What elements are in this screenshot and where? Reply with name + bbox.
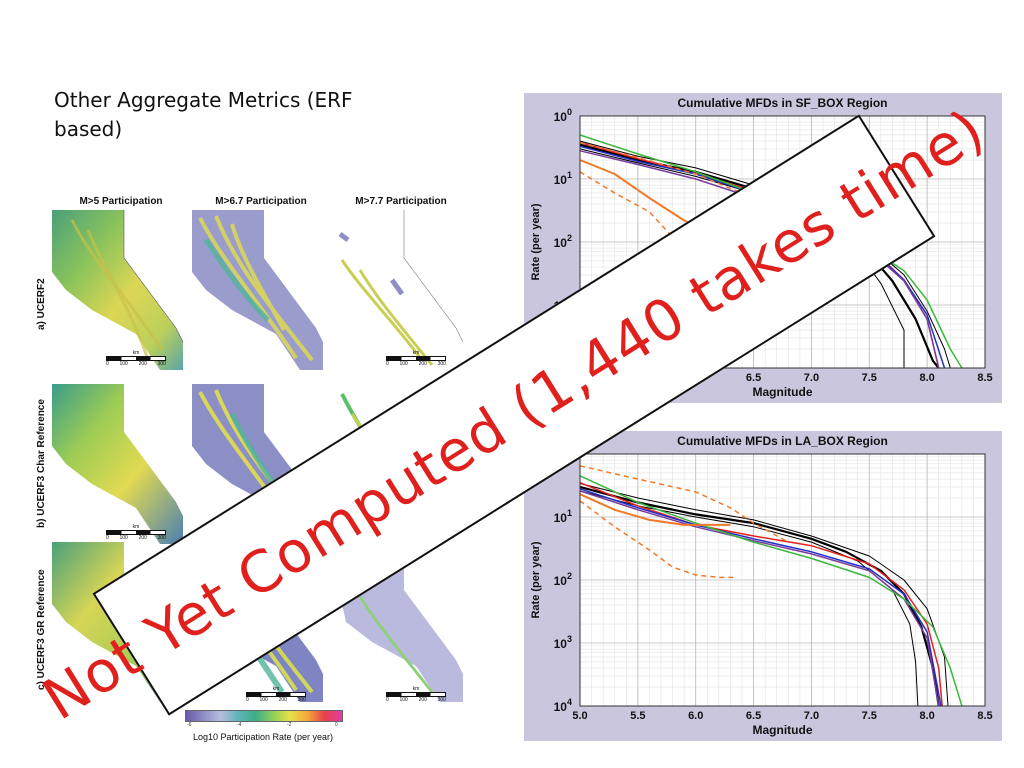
y-tick-label: 101	[554, 170, 572, 187]
x-tick-label: 5.0	[572, 710, 587, 722]
y-tick-label: 102	[554, 571, 572, 588]
series-line	[579, 490, 919, 707]
map-panel	[192, 210, 326, 370]
california-map	[52, 384, 183, 544]
map-row-label: a) UCERF2	[36, 278, 47, 330]
x-tick-label: 8.5	[977, 372, 992, 384]
map-panel	[52, 384, 186, 544]
y-tick-label: 104	[554, 697, 572, 714]
california-map	[192, 210, 323, 370]
series-line	[579, 482, 943, 707]
chart-title: Cumulative MFDs in SF_BOX Region	[677, 96, 887, 110]
x-tick-label: 6.5	[746, 710, 761, 722]
map-panel	[332, 210, 466, 370]
y-axis-label: Rate (per year)	[530, 541, 542, 618]
california-map	[52, 210, 184, 370]
y-tick-label: 103	[554, 634, 572, 651]
map-column-title: M>5 Participation	[79, 196, 163, 207]
plot-frame	[579, 115, 986, 369]
x-tick-label: 7.0	[804, 372, 819, 384]
series-line	[579, 475, 963, 707]
map-scale-bar: km 0 100 200 300	[386, 350, 446, 367]
map-row-label: b) UCERF3 Char Reference	[36, 399, 47, 528]
la-mfd-chart: Cumulative MFDs in LA_BOX Region 5.0 5.5 6.…	[524, 431, 1002, 741]
plot-frame	[579, 453, 986, 707]
map-scale-bar: km 0 100 200 300	[386, 686, 446, 703]
x-tick-label: 8.0	[919, 372, 934, 384]
x-tick-label: 7.5	[862, 372, 877, 384]
map-scale-bar: km 0 100 200 300	[246, 686, 306, 703]
x-axis-label: Magnitude	[753, 385, 813, 399]
map-column-title: M>7.7 Participation	[355, 196, 447, 207]
map-column-title: M>6.7 Participation	[215, 196, 307, 207]
series-line	[579, 465, 789, 543]
x-tick-label: 6.0	[688, 710, 703, 722]
series-line	[579, 490, 940, 707]
series-line	[579, 493, 731, 526]
colorbar-label: Log10 Participation Rate (per year)	[192, 732, 334, 742]
x-tick-label: 7.5	[862, 710, 877, 722]
la-mfd-chart-svg: Cumulative MFDs in LA_BOX Region 5.0 5.5 6.…	[530, 434, 993, 737]
series-line	[579, 485, 940, 707]
x-axis-label: Magnitude	[753, 723, 813, 737]
x-tick-label: 5.5	[630, 710, 645, 722]
series-line	[579, 488, 942, 707]
y-axis-label: Rate (per year)	[530, 203, 542, 280]
y-tick-label: 102	[554, 233, 572, 250]
x-tick-label: 7.0	[804, 710, 819, 722]
slide-title: Other Aggregate Metrics (ERF based)	[54, 88, 353, 141]
y-tick-label: 100	[554, 107, 572, 124]
y-tick-label: 101	[554, 508, 572, 525]
x-tick-label: 8.0	[919, 710, 934, 722]
map-scale-bar: km 0 100 200 300	[106, 524, 166, 541]
map-panel	[52, 210, 186, 370]
map-scale-bar: km 0 100 200 300	[106, 350, 166, 367]
chart-title: Cumulative MFDs in LA_BOX Region	[677, 434, 888, 448]
colorbar-ticks: -6 -4 -2 0	[187, 722, 338, 728]
colorbar: -6 -4 -2 0 Log10 Participation Rate (per…	[185, 710, 343, 742]
colorbar-gradient	[185, 710, 343, 722]
california-map	[338, 210, 464, 366]
x-tick-label: 8.5	[977, 710, 992, 722]
x-tick-label: 6.5	[746, 372, 761, 384]
